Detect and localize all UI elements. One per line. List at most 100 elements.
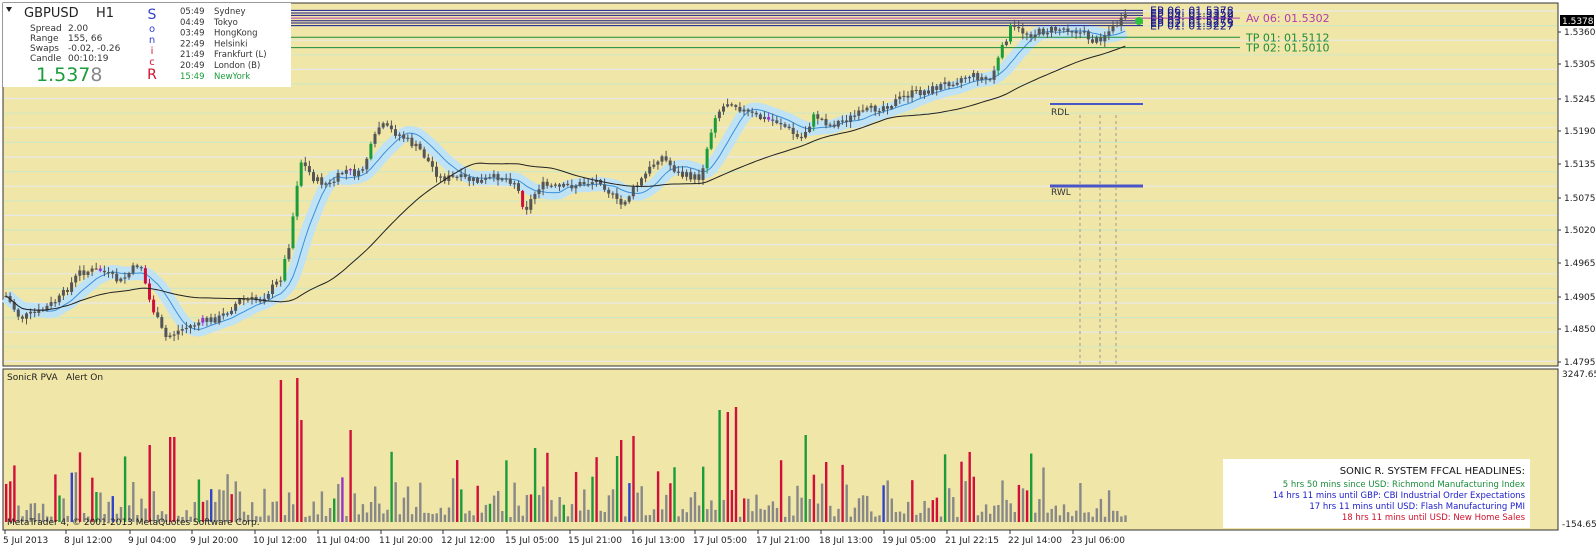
candle-body	[283, 259, 287, 281]
candle-body	[94, 268, 98, 270]
candle-body	[623, 201, 627, 205]
volume-bar	[1075, 510, 1078, 522]
candle-body	[771, 119, 775, 121]
candle-body	[1107, 31, 1111, 36]
candle-body	[254, 297, 258, 301]
candle-body	[931, 86, 935, 94]
volume-bar	[587, 509, 590, 522]
time-label: 10 Jul 12:00	[253, 536, 307, 546]
candle-body	[828, 124, 832, 126]
volume-bar	[58, 495, 61, 522]
candle-body	[234, 303, 238, 311]
volume-bar	[419, 482, 422, 522]
volume-bar	[948, 488, 951, 522]
volume-bar	[964, 481, 967, 522]
volume-bar	[132, 482, 135, 522]
candle-body	[496, 174, 500, 181]
candle-body	[49, 302, 53, 306]
volume-bar	[579, 510, 582, 522]
volume-bar	[972, 476, 975, 522]
volume-bar	[398, 514, 401, 522]
volume-bar	[538, 495, 541, 522]
volume-bar	[718, 410, 721, 522]
volume-bar	[390, 451, 393, 522]
ema-34-line	[5, 30, 1126, 331]
volume-bar	[349, 430, 352, 522]
level-label: Av 06: 01.5302	[1246, 12, 1330, 25]
candle-body	[996, 57, 1000, 71]
candle-body	[484, 178, 488, 180]
candle-body	[742, 109, 746, 112]
volume-bar	[456, 460, 459, 522]
candle-body	[160, 317, 164, 328]
time-label: 17 Jul 21:00	[756, 536, 810, 546]
spread-label: Spread	[30, 24, 62, 34]
volume-bar	[1091, 516, 1094, 522]
candle-body	[738, 106, 742, 112]
volume-bar	[726, 412, 729, 522]
volume-bar	[386, 509, 389, 522]
candle-body	[504, 178, 508, 180]
candle-body	[980, 77, 984, 81]
candle-body	[631, 186, 635, 197]
dropdown-arrow-icon[interactable]	[6, 7, 12, 12]
volume-bar	[1034, 512, 1037, 522]
volume-bar	[316, 514, 319, 522]
candle-body	[217, 315, 221, 323]
candle-body	[295, 185, 299, 217]
volume-bar	[722, 500, 725, 522]
candle-body	[578, 181, 582, 186]
candle-body	[709, 132, 713, 149]
candle-body	[1021, 28, 1025, 34]
volume-bar	[607, 495, 611, 522]
volume-bar	[50, 516, 53, 522]
volume-bar	[615, 455, 619, 522]
session-time: 04:49	[180, 18, 205, 28]
candle-body	[918, 89, 922, 96]
candle-body	[840, 120, 844, 122]
volume-bar	[505, 460, 508, 522]
price-scale: 1.5360 1.5305 1.5245 1.5190 1.5135 1.5075 1.50…	[1558, 28, 1596, 368]
volume-bar	[574, 471, 578, 522]
candle-body	[877, 111, 881, 113]
time-label: 21 Jul 22:15	[945, 536, 999, 546]
candle-body	[976, 72, 980, 81]
volume-bar	[767, 505, 770, 522]
volume-bar	[763, 509, 766, 522]
candle-body	[324, 183, 328, 185]
volume-bar	[693, 491, 697, 522]
volume-bar	[246, 514, 250, 522]
candle-body	[1095, 37, 1099, 43]
candle-body	[164, 327, 168, 338]
volume-bar	[119, 506, 123, 522]
candle-body	[328, 182, 332, 185]
candle-body	[865, 107, 869, 111]
volume-bar	[87, 516, 90, 522]
headline-item: 14 hrs 11 mins until GBP: CBI Industrial…	[1273, 491, 1526, 501]
candle-body	[660, 156, 664, 162]
candle-body	[951, 84, 955, 87]
candle-body	[984, 77, 988, 79]
volume-bar	[1030, 453, 1033, 522]
volume-bar	[509, 516, 512, 522]
candle-body	[890, 105, 894, 109]
candle-body	[172, 334, 176, 336]
volume-bar	[685, 512, 688, 522]
candle-body	[886, 106, 889, 109]
candle-body	[1078, 32, 1082, 34]
candle-body	[213, 317, 217, 323]
level-label: EP 04: 01.5329	[1150, 9, 1234, 22]
volume-bar	[525, 494, 529, 522]
volume-bar	[41, 503, 45, 522]
volume-bar	[931, 500, 934, 522]
candle-body	[385, 123, 389, 126]
volume-bar	[656, 471, 660, 522]
level-label: EP 05: 01.5352	[1150, 7, 1234, 20]
session-time: 21:49	[180, 50, 205, 60]
volume-bar	[919, 512, 922, 522]
volume-bar	[480, 512, 483, 522]
timeframe: H1	[96, 6, 114, 21]
candle-body	[553, 184, 557, 186]
candle-body	[230, 310, 233, 314]
